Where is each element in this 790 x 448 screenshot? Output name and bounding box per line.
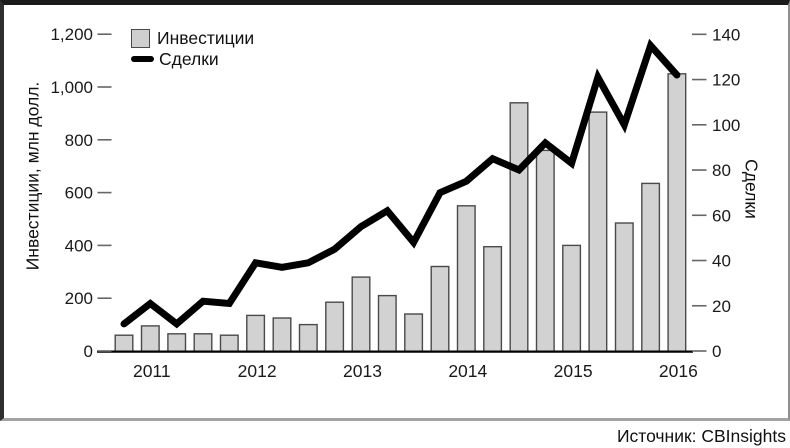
right-axis-tick-label: 40	[712, 252, 731, 271]
deals-line	[120, 38, 681, 329]
chart-figure: 0 200 400 600 800 1,000 1,200 0 20 40 60 80 100 120 14…	[0, 0, 790, 421]
left-axis-tick-label: 400	[65, 236, 93, 255]
plot-area: 0 200 400 600 800 1,000 1,200 0 20 40 60 80 100 120 14…	[50, 25, 740, 381]
investment-bar	[298, 323, 318, 353]
deals-line-icon	[131, 56, 154, 62]
year-label: 2016	[659, 361, 698, 381]
investment-bar	[456, 205, 476, 353]
legend-label-investments: Инвестиции	[157, 27, 255, 48]
right-axis-tick-label: 120	[712, 71, 740, 90]
investment-bar	[193, 333, 213, 353]
year-label: 2013	[343, 361, 382, 381]
right-axis-tick-label: 80	[712, 161, 731, 180]
left-axis-title: Инвестиции, млн долл.	[22, 81, 43, 271]
investments-swatch-icon	[131, 28, 150, 48]
left-axis-tick-label: 200	[65, 289, 93, 308]
investment-bar	[219, 334, 239, 353]
right-axis-title: Сделки	[741, 159, 762, 219]
left-axis-tick-label: 1,000	[50, 78, 93, 97]
investment-bar	[377, 294, 397, 353]
investment-bar	[351, 276, 371, 353]
investment-bar	[114, 334, 134, 353]
left-axis-tick-label: 800	[65, 131, 93, 150]
right-axis-tick-label: 60	[712, 206, 731, 225]
investment-bar	[325, 301, 345, 353]
investment-bar	[272, 317, 292, 353]
investment-bar	[614, 222, 634, 353]
investment-bar	[588, 111, 608, 353]
year-label: 2015	[554, 361, 593, 381]
investment-bar	[483, 245, 503, 353]
investment-bar	[667, 73, 687, 353]
left-axis-tick-label: 1,200	[50, 25, 93, 44]
left-axis-tick-label: 600	[65, 184, 93, 203]
right-axis-tick-label: 0	[712, 342, 721, 361]
legend: Инвестиции Сделки	[131, 28, 254, 69]
left-axis-tick-label: 0	[84, 342, 93, 361]
investment-bar	[404, 313, 424, 353]
investment-bar	[167, 333, 187, 353]
legend-item-deals: Сделки	[131, 49, 254, 69]
investment-bar	[562, 244, 582, 353]
investment-bar	[140, 325, 160, 353]
right-axis-tick-label: 20	[712, 297, 731, 316]
source-caption: Источник: CBInsights	[616, 426, 786, 446]
investment-bar	[430, 265, 450, 353]
legend-item-investments: Инвестиции	[131, 28, 254, 48]
right-axis-tick-label: 100	[712, 116, 740, 135]
year-label: 2014	[448, 361, 487, 381]
year-label: 2011	[133, 361, 171, 381]
right-axis-tick-label: 140	[712, 25, 740, 44]
legend-label-deals: Сделки	[159, 48, 219, 69]
year-label: 2012	[238, 361, 277, 381]
investment-bar	[246, 314, 266, 353]
investment-bar	[535, 149, 555, 353]
investment-bar	[509, 102, 529, 353]
investment-bar	[641, 182, 661, 353]
